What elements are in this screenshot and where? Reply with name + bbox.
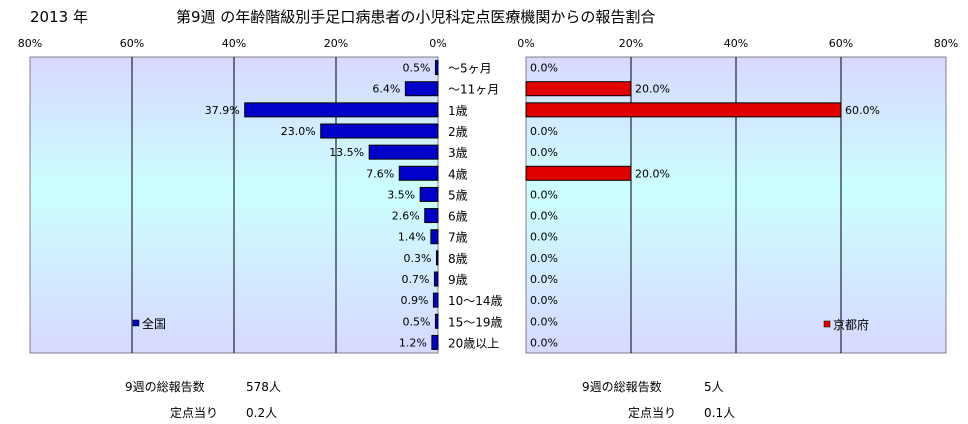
right-total-value: 5人 (704, 380, 724, 394)
category-label: 8歳 (448, 252, 468, 266)
tick-label-left: 20% (324, 37, 348, 50)
bar-national (368, 144, 439, 160)
bar-national (320, 123, 439, 139)
value-label-national: 7.6% (366, 167, 394, 180)
tick-label-right: 80% (934, 37, 958, 50)
value-label-kyoto: 20.0% (635, 167, 670, 180)
tick-label-left: 0% (429, 37, 446, 50)
bar-national (433, 271, 439, 287)
value-label-national: 0.5% (402, 62, 430, 75)
legend-swatch-national (132, 319, 140, 327)
category-label: 5歳 (448, 188, 468, 202)
bar-kyoto (525, 165, 632, 181)
category-label: 20歳以上 (448, 336, 499, 350)
bar-national (419, 186, 439, 202)
value-label-national: 37.9% (205, 104, 240, 117)
year-label: 2013 年 (30, 8, 88, 26)
category-label: 6歳 (448, 210, 468, 224)
value-label-national: 23.0% (281, 125, 316, 138)
value-label-kyoto: 0.0% (530, 336, 558, 349)
bar-national (404, 81, 439, 97)
value-label-kyoto: 20.0% (635, 83, 670, 96)
bar-national (435, 250, 439, 266)
value-label-national: 13.5% (329, 146, 364, 159)
category-label: 3歳 (448, 146, 468, 160)
value-label-national: 2.6% (392, 210, 420, 223)
right-total-label: 9週の総報告数 (582, 380, 662, 394)
chart-title: 第9週 の年齢階級別手足口病患者の小児科定点医療機関からの報告割合 (176, 8, 656, 26)
bar-kyoto (525, 81, 632, 97)
tick-label-right: 0% (517, 37, 534, 50)
legend-label-national: 全国 (142, 316, 166, 331)
value-label-kyoto: 0.0% (530, 146, 558, 159)
right-per-value: 0.1人 (704, 406, 736, 420)
value-label-national: 3.5% (387, 188, 415, 201)
category-label: 2歳 (448, 125, 468, 139)
value-label-kyoto: 60.0% (845, 104, 880, 117)
category-label: 10～14歳 (448, 294, 503, 308)
value-label-kyoto: 0.0% (530, 252, 558, 265)
tick-label-left: 80% (18, 37, 42, 50)
value-label-kyoto: 0.0% (530, 188, 558, 201)
value-label-national: 0.5% (402, 315, 430, 328)
value-label-kyoto: 0.0% (530, 315, 558, 328)
value-label-kyoto: 0.0% (530, 210, 558, 223)
bar-national (434, 313, 439, 329)
bar-national (398, 165, 439, 181)
category-label: 1歳 (448, 104, 468, 118)
value-label-kyoto: 0.0% (530, 294, 558, 307)
value-label-national: 0.9% (400, 294, 428, 307)
value-label-national: 1.2% (399, 336, 427, 349)
tick-label-right: 20% (619, 37, 643, 50)
legend-label-kyoto: 京都府 (833, 317, 869, 332)
value-label-kyoto: 0.0% (530, 62, 558, 75)
legend-swatch-kyoto (823, 320, 831, 328)
left-total-value: 578人 (246, 380, 281, 394)
category-label: ～5ヶ月 (448, 62, 492, 76)
category-label: 15～19歳 (448, 315, 503, 329)
left-per-label: 定点当り (170, 406, 219, 420)
bar-national (244, 102, 439, 118)
national-plot: 80% 60% 40% 20% 0%0.5%6.4%37.9%23.0%13.5%7.6… (18, 37, 447, 354)
category-label: ～11ヶ月 (448, 83, 499, 97)
bar-national (430, 229, 439, 245)
category-label: 7歳 (448, 231, 468, 245)
value-label-kyoto: 0.0% (530, 125, 558, 138)
tick-label-left: 60% (120, 37, 144, 50)
bar-national (424, 208, 439, 224)
kyoto-plot: 0% 20% 40% 60% 80% 0.0% 20.0% 60.0% 0.0% 0.0% 20.0… (517, 37, 958, 354)
value-label-national: 0.3% (404, 252, 432, 265)
value-label-kyoto: 0.0% (530, 231, 558, 244)
category-label: 4歳 (448, 167, 468, 181)
left-total-label: 9週の総報告数 (125, 380, 205, 394)
value-label-national: 1.4% (398, 231, 426, 244)
tick-label-left: 40% (222, 37, 246, 50)
bar-national (432, 292, 439, 308)
value-label-national: 0.7% (401, 273, 429, 286)
bar-national (434, 60, 439, 76)
value-label-national: 6.4% (372, 83, 400, 96)
bar-kyoto (525, 102, 842, 118)
value-label-kyoto: 0.0% (530, 273, 558, 286)
tick-label-right: 60% (829, 37, 853, 50)
category-label: 9歳 (448, 273, 468, 287)
left-per-value: 0.2人 (246, 406, 278, 420)
right-per-label: 定点当り (628, 406, 677, 420)
tick-label-right: 40% (724, 37, 748, 50)
bar-national (431, 334, 439, 350)
category-labels: ～5ヶ月 ～11ヶ月 1歳 2歳 3歳 4歳 5歳 6歳 7歳 8歳 9歳 10～14歳 15～19歳 2… (448, 62, 503, 351)
